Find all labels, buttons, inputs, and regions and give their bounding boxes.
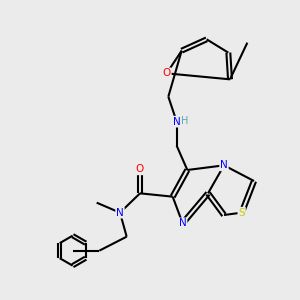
Text: N: N bbox=[173, 117, 181, 127]
Text: O: O bbox=[136, 164, 144, 174]
Text: S: S bbox=[238, 208, 245, 218]
Text: N: N bbox=[179, 218, 187, 228]
Text: O: O bbox=[163, 68, 171, 78]
Text: H: H bbox=[182, 116, 189, 126]
Text: N: N bbox=[116, 208, 124, 218]
Text: N: N bbox=[220, 160, 228, 170]
